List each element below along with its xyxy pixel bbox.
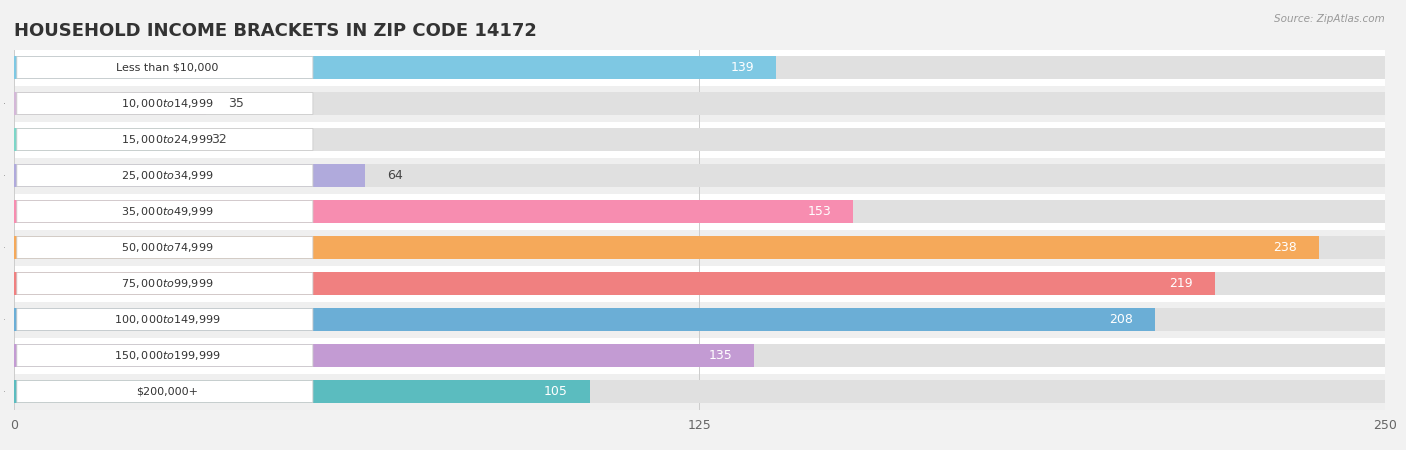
Text: 219: 219 <box>1170 277 1192 290</box>
FancyBboxPatch shape <box>17 93 314 114</box>
Text: $15,000 to $24,999: $15,000 to $24,999 <box>121 133 214 146</box>
Bar <box>14 272 1215 295</box>
Bar <box>14 122 1385 158</box>
Bar <box>14 200 853 223</box>
Bar <box>14 128 1385 151</box>
FancyBboxPatch shape <box>17 57 314 78</box>
Text: HOUSEHOLD INCOME BRACKETS IN ZIP CODE 14172: HOUSEHOLD INCOME BRACKETS IN ZIP CODE 14… <box>14 22 537 40</box>
Text: $200,000+: $200,000+ <box>136 387 198 396</box>
Bar <box>14 272 1385 295</box>
Bar <box>14 344 1385 367</box>
Text: $10,000 to $14,999: $10,000 to $14,999 <box>121 97 214 110</box>
Bar <box>14 92 1385 115</box>
Bar <box>14 86 1385 122</box>
Bar <box>14 266 1385 302</box>
Text: 153: 153 <box>807 205 831 218</box>
Bar <box>14 230 1385 266</box>
Text: $150,000 to $199,999: $150,000 to $199,999 <box>114 349 221 362</box>
Bar <box>14 56 1385 79</box>
FancyBboxPatch shape <box>17 237 314 258</box>
Text: Source: ZipAtlas.com: Source: ZipAtlas.com <box>1274 14 1385 23</box>
Text: 208: 208 <box>1109 313 1133 326</box>
FancyBboxPatch shape <box>17 201 314 222</box>
Bar <box>14 92 207 115</box>
Bar <box>14 302 1385 338</box>
Bar <box>14 158 1385 194</box>
Bar <box>14 308 1385 331</box>
Bar <box>14 200 1385 223</box>
Text: 32: 32 <box>211 133 228 146</box>
Bar <box>14 56 776 79</box>
Bar <box>14 344 754 367</box>
FancyBboxPatch shape <box>17 381 314 402</box>
Bar <box>14 236 1319 259</box>
Text: 135: 135 <box>709 349 733 362</box>
Text: $100,000 to $149,999: $100,000 to $149,999 <box>114 313 221 326</box>
Text: $35,000 to $49,999: $35,000 to $49,999 <box>121 205 214 218</box>
Bar <box>14 338 1385 374</box>
Text: $75,000 to $99,999: $75,000 to $99,999 <box>121 277 214 290</box>
Bar <box>14 380 591 403</box>
Bar <box>14 164 1385 187</box>
Bar <box>14 236 1385 259</box>
Text: Less than $10,000: Less than $10,000 <box>117 63 219 72</box>
Bar <box>14 308 1154 331</box>
FancyBboxPatch shape <box>17 165 314 186</box>
Text: $25,000 to $34,999: $25,000 to $34,999 <box>121 169 214 182</box>
Text: 105: 105 <box>544 385 568 398</box>
FancyBboxPatch shape <box>17 129 314 150</box>
Text: $50,000 to $74,999: $50,000 to $74,999 <box>121 241 214 254</box>
FancyBboxPatch shape <box>17 273 314 294</box>
Text: 35: 35 <box>228 97 243 110</box>
Bar <box>14 164 366 187</box>
Bar <box>14 380 1385 403</box>
FancyBboxPatch shape <box>17 345 314 366</box>
Bar <box>14 374 1385 410</box>
Text: 139: 139 <box>731 61 754 74</box>
Bar <box>14 128 190 151</box>
FancyBboxPatch shape <box>17 309 314 330</box>
Text: 238: 238 <box>1274 241 1298 254</box>
Bar <box>14 194 1385 230</box>
Text: 64: 64 <box>387 169 402 182</box>
Bar <box>14 50 1385 86</box>
